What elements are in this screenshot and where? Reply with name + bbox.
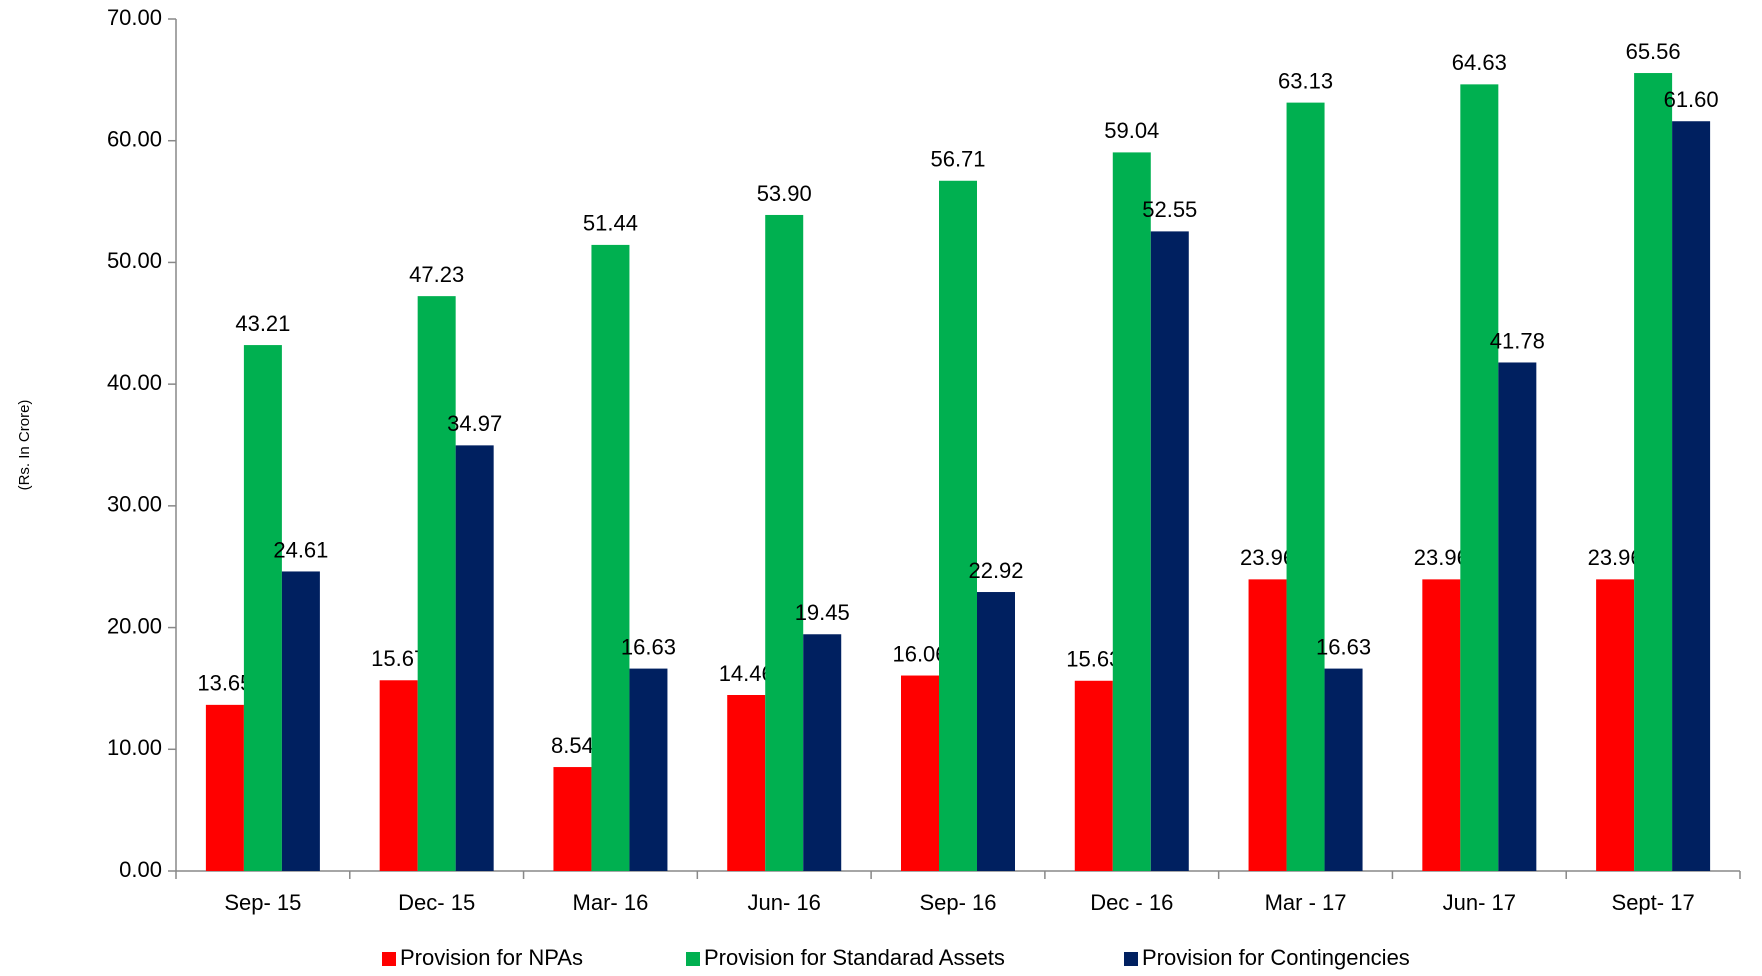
bar	[1112, 152, 1151, 871]
value-label: 16.06	[892, 641, 947, 666]
value-label: 52.55	[1142, 197, 1197, 222]
bar	[243, 345, 282, 871]
x-tick-label: Jun- 16	[748, 890, 821, 915]
value-label: 41.78	[1490, 328, 1545, 353]
bar	[1248, 579, 1287, 871]
value-label: 51.44	[583, 211, 638, 236]
value-label: 61.60	[1664, 87, 1719, 112]
value-label: 15.63	[1066, 647, 1121, 672]
value-label: 43.21	[235, 311, 290, 336]
bar	[939, 180, 977, 871]
y-axis-label: (Rs. In Crore)	[16, 400, 33, 491]
bar	[1422, 579, 1461, 871]
x-tick-label: Dec - 16	[1090, 890, 1173, 915]
value-label: 34.97	[447, 411, 502, 436]
bar	[1634, 73, 1673, 872]
legend-swatch	[1124, 952, 1138, 966]
x-tick-label: Jun- 17	[1443, 890, 1516, 915]
bar	[205, 704, 244, 871]
x-tick-label: Dec- 15	[398, 890, 475, 915]
value-label: 23.96	[1414, 545, 1469, 570]
bar	[553, 767, 592, 871]
value-label: 64.63	[1452, 50, 1507, 75]
bar	[1286, 102, 1325, 871]
value-label: 65.56	[1626, 39, 1681, 64]
bar	[977, 592, 1015, 871]
value-label: 23.96	[1240, 545, 1295, 570]
y-tick-label: 60.00	[107, 127, 162, 152]
legend-swatch	[382, 952, 396, 966]
bar	[455, 445, 494, 871]
bar	[901, 675, 939, 871]
value-label: 16.63	[621, 634, 676, 659]
bar	[1672, 121, 1711, 872]
bar	[417, 296, 456, 871]
value-label: 59.04	[1104, 118, 1159, 143]
bar	[727, 695, 766, 871]
bar	[1324, 668, 1363, 871]
value-label: 8.54	[551, 733, 594, 758]
value-label: 16.63	[1316, 634, 1371, 659]
value-label: 15.67	[371, 646, 426, 671]
x-tick-label: Mar- 16	[573, 890, 649, 915]
value-label: 22.92	[968, 558, 1023, 583]
bar	[1498, 362, 1537, 871]
y-tick-label: 50.00	[107, 248, 162, 273]
x-tick-label: Sept- 17	[1612, 890, 1695, 915]
x-tick-label: Mar - 17	[1265, 890, 1347, 915]
value-label: 14.46	[719, 661, 774, 686]
bar	[1150, 231, 1189, 872]
y-tick-label: 0.00	[119, 857, 162, 882]
y-tick-label: 20.00	[107, 613, 162, 638]
bar	[591, 244, 630, 871]
bar	[379, 680, 418, 871]
bar	[281, 571, 320, 871]
y-tick-label: 30.00	[107, 492, 162, 517]
legend-label: Provision for Standarad Assets	[704, 945, 1005, 970]
value-label: 63.13	[1278, 68, 1333, 93]
bar	[1596, 579, 1635, 871]
value-label: 53.90	[757, 181, 812, 206]
value-label: 13.65	[197, 671, 252, 696]
y-tick-label: 10.00	[107, 735, 162, 760]
legend-label: Provision for Contingencies	[1142, 945, 1410, 970]
y-tick-label: 70.00	[107, 5, 162, 30]
x-tick-label: Sep- 16	[919, 890, 996, 915]
bar	[629, 668, 668, 871]
legend-swatch	[686, 952, 700, 966]
value-label: 19.45	[795, 600, 850, 625]
value-label: 24.61	[273, 537, 328, 562]
bar	[1074, 680, 1113, 871]
legend-label: Provision for NPAs	[400, 945, 583, 970]
bar	[803, 634, 842, 871]
x-tick-label: Sep- 15	[224, 890, 301, 915]
y-tick-label: 40.00	[107, 370, 162, 395]
value-label: 47.23	[409, 262, 464, 287]
bar	[765, 214, 804, 871]
value-label: 23.96	[1588, 545, 1643, 570]
value-label: 56.71	[930, 147, 985, 172]
bar	[1460, 84, 1499, 871]
